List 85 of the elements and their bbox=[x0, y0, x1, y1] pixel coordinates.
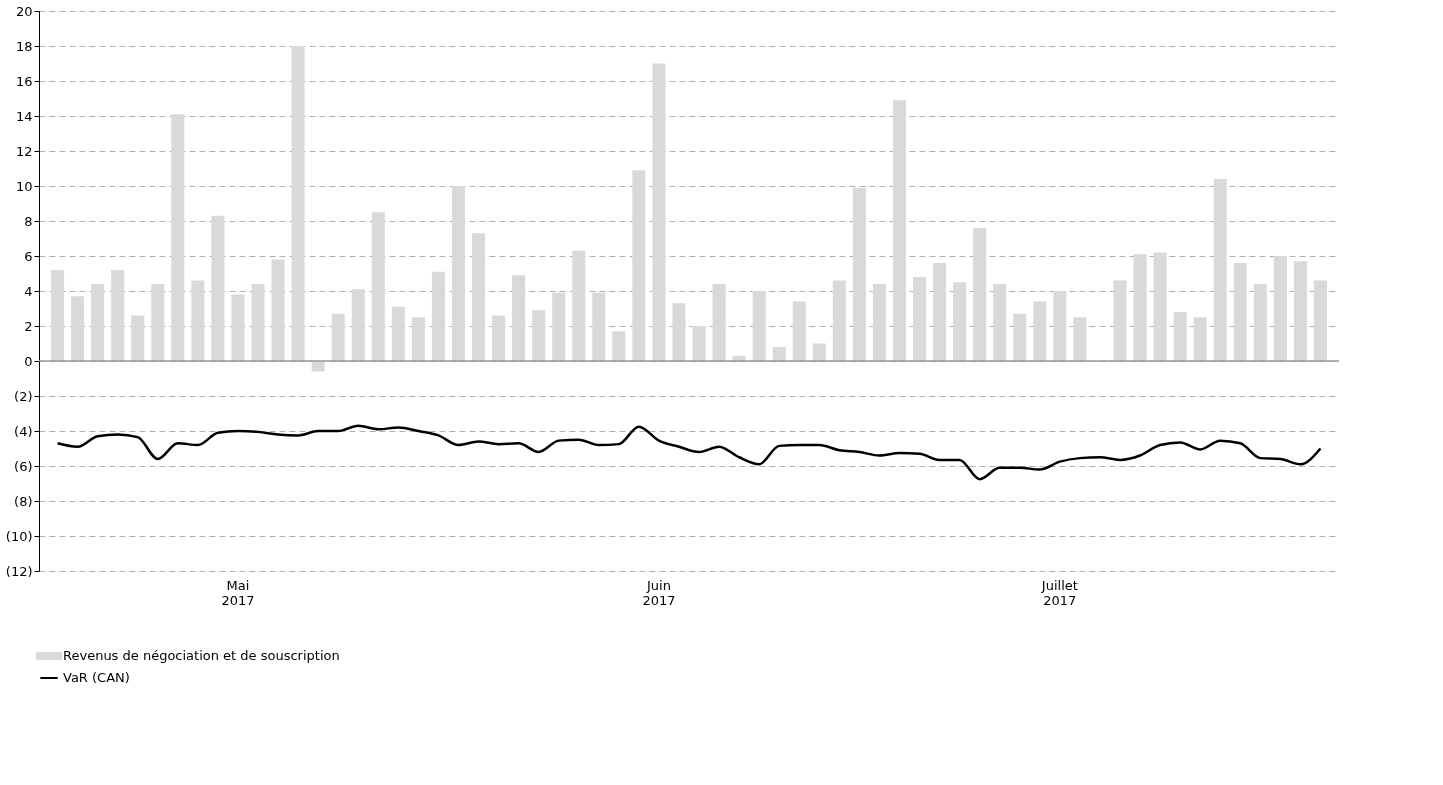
bar bbox=[431, 271, 445, 361]
bar bbox=[1113, 280, 1127, 361]
bar bbox=[91, 284, 105, 361]
bar bbox=[1073, 317, 1087, 361]
bar bbox=[1193, 317, 1207, 361]
y-tick-label: (6) bbox=[14, 458, 33, 474]
y-tick-label: 14 bbox=[15, 108, 33, 124]
bar bbox=[171, 114, 185, 361]
bar bbox=[1293, 261, 1307, 361]
bar bbox=[1253, 284, 1267, 361]
bar bbox=[472, 233, 486, 361]
y-tick-label: 6 bbox=[24, 248, 33, 264]
bar bbox=[993, 284, 1007, 361]
bar bbox=[251, 284, 265, 361]
bar bbox=[933, 263, 947, 361]
bar bbox=[211, 215, 225, 361]
bar bbox=[792, 301, 806, 361]
y-tick-label: 12 bbox=[15, 143, 33, 159]
bar bbox=[391, 306, 405, 361]
bar bbox=[632, 170, 646, 361]
bar bbox=[1053, 291, 1067, 361]
bar bbox=[872, 284, 886, 361]
y-tick-label: 4 bbox=[24, 283, 33, 299]
x-tick-label: Mai 2017 bbox=[221, 577, 255, 608]
bar bbox=[291, 46, 305, 361]
bar bbox=[592, 292, 606, 361]
bar bbox=[1313, 280, 1327, 361]
y-tick-label: 0 bbox=[24, 353, 33, 369]
y-tick-label: (4) bbox=[14, 423, 33, 439]
bar bbox=[572, 250, 586, 361]
bar bbox=[331, 313, 345, 361]
y-tick-label: 2 bbox=[24, 318, 33, 334]
bar bbox=[1273, 256, 1287, 361]
y-tick-label: (8) bbox=[14, 493, 33, 509]
bar bbox=[692, 326, 706, 361]
x-tick-label: Juillet 2017 bbox=[1040, 577, 1078, 608]
bar bbox=[51, 270, 65, 361]
bar bbox=[812, 343, 826, 361]
bar bbox=[512, 275, 526, 361]
bar bbox=[652, 63, 666, 361]
bar bbox=[1013, 313, 1027, 361]
bar bbox=[752, 291, 766, 361]
bar bbox=[712, 284, 726, 361]
bar bbox=[672, 303, 686, 361]
bar bbox=[913, 277, 927, 361]
bar bbox=[271, 259, 285, 361]
bar bbox=[131, 315, 145, 361]
bar bbox=[351, 289, 365, 361]
bar bbox=[612, 331, 626, 361]
bar bbox=[973, 228, 987, 361]
y-tick-label: (10) bbox=[5, 528, 33, 544]
bar bbox=[1033, 301, 1047, 361]
legend-label: VaR (CAN) bbox=[63, 670, 130, 685]
bar bbox=[151, 284, 165, 361]
bar bbox=[371, 212, 385, 361]
bar bbox=[1233, 263, 1247, 361]
bar bbox=[492, 315, 506, 361]
bar bbox=[411, 317, 425, 361]
x-tick-label: Juin 2017 bbox=[642, 577, 676, 608]
bar bbox=[1153, 252, 1167, 361]
y-tick-label: 8 bbox=[24, 213, 33, 229]
y-tick-label: 10 bbox=[15, 178, 33, 194]
y-tick-label: 16 bbox=[15, 73, 33, 89]
bar bbox=[191, 280, 205, 361]
bar bbox=[231, 294, 245, 361]
bar bbox=[451, 186, 465, 361]
y-tick-label: 18 bbox=[15, 38, 33, 54]
y-tick-label: (12) bbox=[5, 563, 33, 579]
bar bbox=[1133, 254, 1147, 361]
bar bbox=[111, 270, 125, 361]
bar bbox=[852, 187, 866, 361]
bar bbox=[953, 282, 967, 361]
y-tick-label: 20 bbox=[15, 3, 33, 19]
bar bbox=[892, 100, 906, 361]
y-tick-label: (2) bbox=[14, 388, 33, 404]
bar bbox=[552, 292, 566, 361]
line-series bbox=[56, 424, 1322, 481]
bar bbox=[832, 280, 846, 361]
legend-label: Revenus de négociation et de souscription bbox=[63, 648, 340, 663]
bar bbox=[532, 310, 546, 361]
bar bbox=[772, 347, 786, 361]
bar bbox=[71, 296, 85, 361]
bar bbox=[311, 361, 325, 372]
bar bbox=[1213, 179, 1227, 361]
bar bbox=[1173, 312, 1187, 361]
